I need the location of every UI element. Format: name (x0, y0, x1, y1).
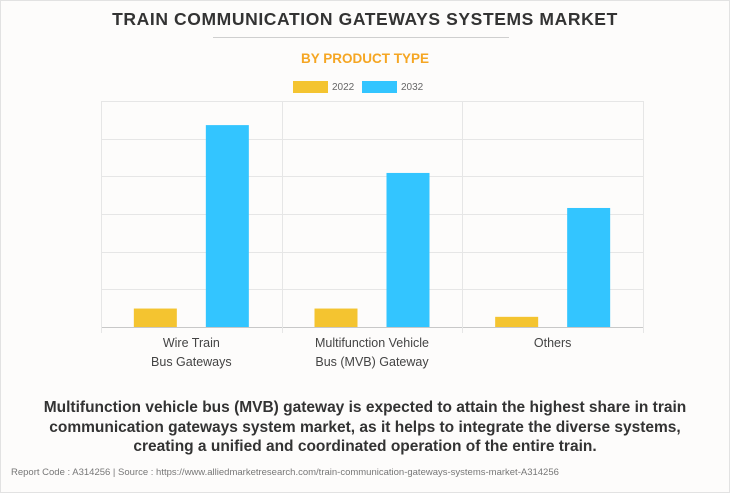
x-tick-label: Wire Train Bus Gateways (101, 334, 281, 372)
legend-item-2032[interactable]: 2032 (362, 80, 423, 94)
bar-2022-1 (133, 308, 177, 327)
legend-label-2022: 2022 (332, 81, 355, 93)
legend: 2022 2032 (0, 80, 730, 94)
chart-subtitle: BY PRODUCT TYPE (300, 51, 430, 66)
bar-2032-1 (205, 125, 249, 328)
chart-title: TRAIN COMMUNICATION GATEWAYS SYSTEMS MAR… (112, 9, 618, 29)
footer-source: Report Code : A314256 | Source : https:/… (11, 467, 559, 478)
summary-text: Multifunction vehicle bus (MVB) gateway … (43, 399, 687, 455)
bar-2022-2 (314, 308, 358, 327)
bar-2022-3 (495, 316, 539, 327)
x-tick-label: Others (463, 334, 643, 353)
title-divider (213, 37, 509, 38)
bar-2032-3 (567, 207, 611, 327)
legend-swatch-2022 (293, 81, 328, 93)
legend-label-2032: 2032 (401, 81, 424, 93)
x-tick-label: Multifunction Vehicle Bus (MVB) Gateway (282, 334, 462, 372)
x-tick-label-line: Bus (MVB) Gateway (315, 355, 429, 369)
x-tick-label-line: Bus Gateways (151, 355, 232, 369)
legend-swatch-2032 (362, 81, 397, 93)
legend-item-2022[interactable]: 2022 (293, 80, 354, 94)
bar-2032-2 (386, 172, 430, 327)
x-tick-label-line: Others (533, 336, 572, 350)
x-tick-label-line: Wire Train (162, 336, 220, 350)
x-tick-label-line: Multifunction Vehicle (315, 336, 429, 350)
